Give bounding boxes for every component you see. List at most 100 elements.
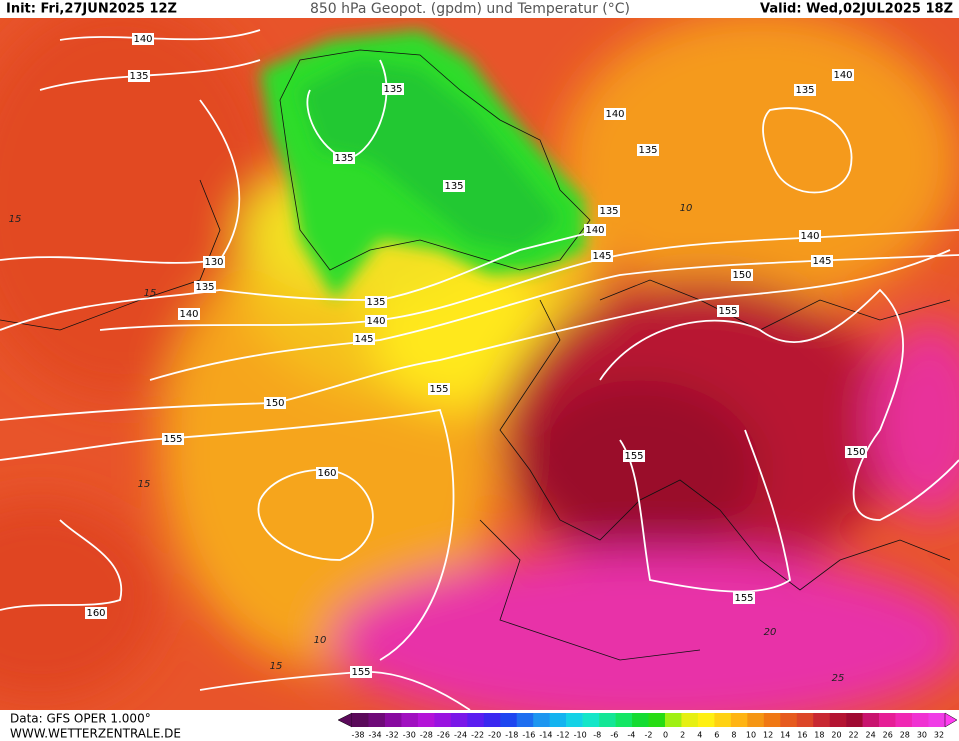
colorbar-label: -34 (369, 731, 382, 740)
geopotential-label: 155 (429, 384, 448, 395)
colorbar-label: 6 (714, 731, 719, 740)
label-box (316, 467, 338, 479)
label-box (132, 33, 154, 45)
colorbar-label: 4 (697, 731, 702, 740)
geopotential-label: 135 (366, 297, 385, 308)
geopotential-label: 140 (833, 70, 852, 81)
colorbar-swatch (533, 713, 550, 727)
label-box (794, 84, 816, 96)
colorbar-label: -28 (420, 731, 433, 740)
colorbar-swatch (862, 713, 880, 727)
map-title: 850 hPa Geopot. (gpdm) und Temperatur (°… (310, 1, 630, 17)
geopotential-label: 155 (734, 593, 753, 604)
colorbar-swatch (829, 713, 847, 727)
colorbar-swatch (599, 713, 616, 727)
init-time: Init: Fri,27JUN2025 12Z (6, 2, 177, 17)
colorbar-label: -30 (403, 731, 416, 740)
colorbar-label: 22 (848, 731, 858, 740)
data-source: Data: GFS OPER 1.000° (10, 712, 151, 726)
colorbar-label: -18 (505, 731, 518, 740)
geopotential-label: 150 (732, 270, 751, 281)
colorbar-label: -24 (454, 731, 467, 740)
colorbar-swatch (352, 713, 369, 727)
label-box (194, 281, 216, 293)
temperature-label: 15 (138, 479, 151, 490)
label-box (591, 250, 613, 262)
colorbar-label: -2 (645, 731, 653, 740)
geopotential-label: 155 (624, 451, 643, 462)
colorbar-swatch (714, 713, 732, 727)
site: WWW.WETTERZENTRALE.DE (10, 727, 181, 741)
colorbar-label: -10 (574, 731, 587, 740)
label-box (811, 255, 833, 267)
temperature-label: 15 (144, 288, 157, 299)
colorbar-swatch (912, 713, 929, 727)
temperature-label: 10 (314, 635, 327, 646)
label-box (584, 224, 606, 236)
label-box (162, 433, 184, 445)
label-box (178, 308, 200, 320)
colorbar-swatch (664, 713, 682, 727)
colorbar-label: -38 (351, 731, 364, 740)
temperature-label: 10 (680, 203, 693, 214)
header-bar (0, 0, 959, 18)
colorbar-label: 28 (900, 731, 910, 740)
colorbar-label: 10 (746, 731, 756, 740)
colorbar-swatch (582, 713, 600, 727)
label-box (717, 305, 739, 317)
geopotential-label: 160 (86, 608, 105, 619)
colorbar-label: 32 (934, 731, 944, 740)
label-box (203, 256, 225, 268)
colorbar-swatch (895, 713, 913, 727)
colorbar-label: -6 (610, 731, 618, 740)
valid-time: Valid: Wed,02JUL2025 18Z (760, 2, 953, 17)
label-box (832, 69, 854, 81)
geopotential-label: 135 (599, 206, 618, 217)
geopotential-label: 145 (812, 256, 831, 267)
colorbar-label: -16 (522, 731, 535, 740)
geopotential-label: 145 (592, 251, 611, 262)
colorbar-swatch (417, 713, 435, 727)
label-box (333, 152, 355, 164)
label-box (264, 397, 286, 409)
label-box (637, 144, 659, 156)
colorbar-swatch (384, 713, 402, 727)
colorbar-label: 0 (663, 731, 668, 740)
geopotential-label: 150 (846, 447, 865, 458)
colorbar-swatch (747, 713, 765, 727)
geopotential-label: 135 (638, 145, 657, 156)
colorbar-label: -14 (539, 731, 552, 740)
colorbar-swatch (697, 713, 715, 727)
geopotential-label: 140 (133, 34, 152, 45)
label-box (85, 607, 107, 619)
label-box (365, 315, 387, 327)
colorbar-label: -32 (386, 731, 399, 740)
geopotential-label: 150 (265, 398, 284, 409)
colorbar-swatch (763, 713, 781, 727)
colorbar-swatch (730, 713, 748, 727)
geopotential-label: 140 (800, 231, 819, 242)
label-box (428, 383, 450, 395)
colorbar-label: -20 (488, 731, 501, 740)
label-box (799, 230, 821, 242)
colorbar-swatch (796, 713, 814, 727)
colorbar-swatch (928, 713, 946, 727)
label-box (598, 205, 620, 217)
geopotential-label: 140 (179, 309, 198, 320)
colorbar-swatch (368, 713, 386, 727)
colorbar-arrow (944, 712, 958, 728)
label-box (382, 83, 404, 95)
colorbar-swatch (615, 713, 633, 727)
colorbar-swatch (780, 713, 798, 727)
geopotential-label: 140 (366, 316, 385, 327)
colorbar-label: 14 (780, 731, 790, 740)
colorbar-swatch (813, 713, 830, 727)
temperature-label: 25 (832, 673, 845, 684)
colorbar-label: 18 (814, 731, 824, 740)
geopotential-label: 140 (605, 109, 624, 120)
label-box (733, 592, 755, 604)
colorbar-label: 16 (797, 731, 807, 740)
geopotential-label: 135 (444, 181, 463, 192)
